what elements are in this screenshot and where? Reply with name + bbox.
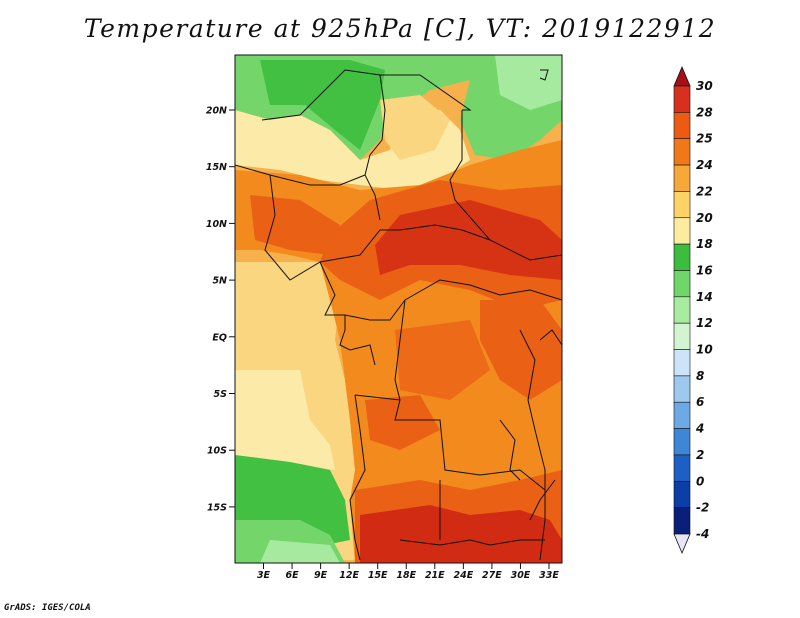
colorbar-label: 30 bbox=[696, 79, 713, 93]
lat-label: 20N bbox=[206, 106, 227, 117]
colorbar-label: 24 bbox=[696, 158, 713, 172]
colorbar-box bbox=[673, 428, 691, 456]
colorbar-label: 6 bbox=[696, 395, 704, 409]
colorbar-label: 20 bbox=[696, 211, 713, 225]
latitude-axis: 20N 15N 10N 5N EQ 5S 10S 15S bbox=[206, 106, 235, 513]
colorbar-box bbox=[673, 191, 691, 219]
colorbar-label: -4 bbox=[696, 527, 709, 541]
lat-label: 15N bbox=[206, 162, 227, 173]
colorbar-box bbox=[673, 507, 691, 535]
lat-label: 15S bbox=[207, 502, 227, 513]
longitude-axis: 3E 6E 9E 12E 15E 18E 21E 24E 27E 30E 33E bbox=[257, 563, 559, 581]
lon-label: 27E bbox=[482, 570, 502, 581]
lat-label: EQ bbox=[212, 332, 227, 343]
colorbar-box bbox=[673, 454, 691, 482]
colorbar-bottom-arrow bbox=[673, 533, 691, 555]
map-title: Temperature at 925hPa [C], VT: 201912291… bbox=[83, 14, 717, 43]
credit-label: GrADS: IGES/COLA bbox=[4, 603, 91, 613]
lon-label: 21E bbox=[425, 570, 445, 581]
colorbar-box bbox=[673, 164, 691, 192]
colorbar-label: 8 bbox=[696, 369, 704, 383]
colorbar-label: 10 bbox=[696, 343, 713, 357]
lon-label: 15E bbox=[368, 570, 388, 581]
colorbar-label: 22 bbox=[696, 184, 713, 198]
lon-label: 9E bbox=[314, 570, 328, 581]
colorbar-label: 14 bbox=[696, 290, 713, 304]
colorbar-box bbox=[673, 112, 691, 140]
map-frame bbox=[234, 54, 563, 564]
colorbar-box bbox=[673, 296, 691, 324]
colorbar-label: 4 bbox=[695, 422, 704, 436]
country-borders bbox=[235, 69, 562, 561]
lat-label: 10S bbox=[207, 446, 227, 457]
colorbar-label: 2 bbox=[696, 448, 704, 462]
colorbar-box bbox=[673, 349, 691, 377]
colorbar-label: 16 bbox=[696, 263, 713, 277]
lon-label: 12E bbox=[339, 570, 359, 581]
colorbar-box bbox=[673, 480, 691, 508]
lon-label: 33E bbox=[539, 570, 559, 581]
colorbar-box bbox=[673, 375, 691, 403]
colorbar-box bbox=[673, 217, 691, 245]
colorbar-box bbox=[673, 401, 691, 429]
lat-label: 10N bbox=[206, 219, 227, 230]
lon-label: 30E bbox=[511, 570, 531, 581]
lat-label: 5S bbox=[214, 389, 228, 400]
colorbar-top-arrow bbox=[673, 65, 691, 87]
colorbar-label: 28 bbox=[696, 105, 713, 119]
colorbar-box bbox=[673, 270, 691, 298]
lat-label: 5N bbox=[212, 276, 227, 287]
colorbar-box bbox=[673, 138, 691, 166]
colorbar-box bbox=[673, 243, 691, 271]
lon-label: 24E bbox=[453, 570, 473, 581]
colorbar-label: -2 bbox=[696, 501, 709, 515]
colorbar-label: 0 bbox=[696, 474, 704, 488]
lon-label: 3E bbox=[257, 570, 271, 581]
colorbar-label: 18 bbox=[696, 237, 713, 251]
lon-label: 6E bbox=[285, 570, 299, 581]
colorbar-label: 12 bbox=[696, 316, 713, 330]
colorbar-box bbox=[673, 85, 691, 113]
colorbar-box bbox=[673, 322, 691, 350]
colorbar-label: 25 bbox=[696, 132, 713, 146]
lon-label: 18E bbox=[396, 570, 416, 581]
